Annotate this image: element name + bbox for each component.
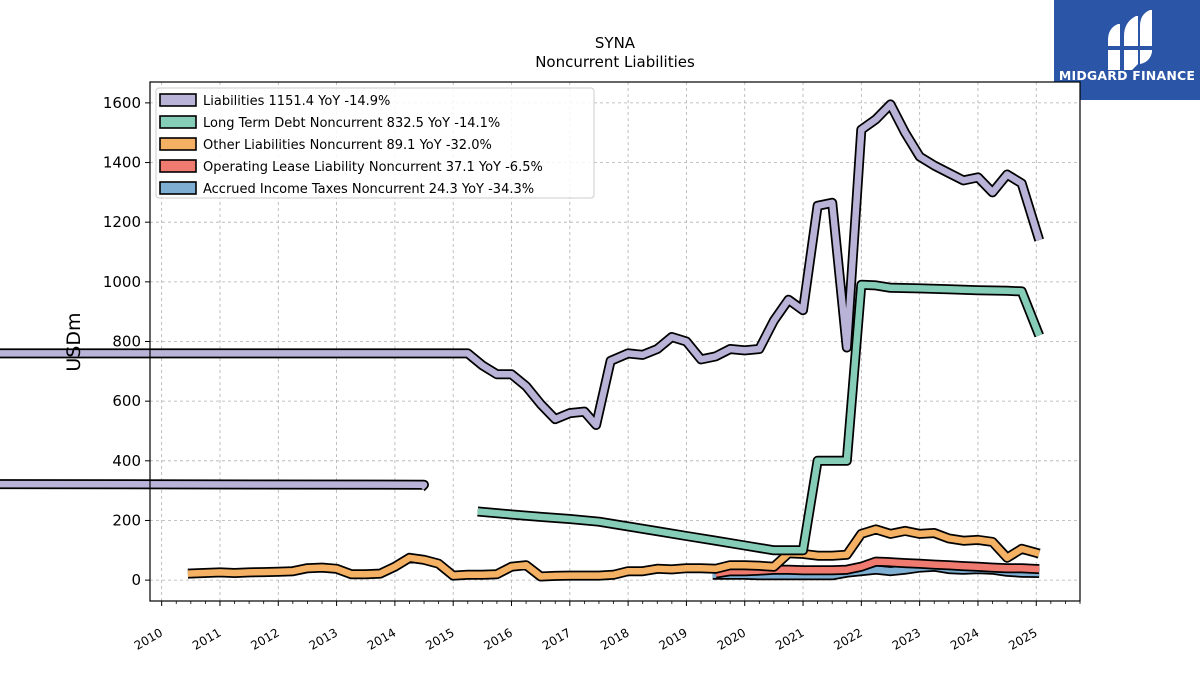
x-tick-label: 2019 — [656, 625, 689, 652]
x-tick-label: 2018 — [598, 625, 631, 652]
legend-box — [155, 87, 595, 199]
x-tick-label: 2012 — [248, 625, 281, 652]
x-tick-label: 2024 — [948, 625, 981, 652]
x-tick-label: 2014 — [365, 625, 398, 652]
legend-label: Other Liabilities Noncurrent 89.1 YoY -3… — [203, 138, 492, 153]
y-tick-label: 1200 — [103, 213, 141, 231]
y-tick-label: 200 — [112, 511, 141, 529]
legend-item: Long Term Debt Noncurrent 832.5 YoY -14.… — [159, 115, 500, 131]
legend-swatch — [159, 137, 197, 151]
series-line — [187, 526, 1041, 580]
series-layer — [0, 99, 1044, 582]
legend-items: Liabilities 1151.4 YoY -14.9% Long Term D… — [159, 93, 543, 197]
y-axis: 0 200 400 600 800 1000 1200 1400 1600 — [103, 94, 150, 589]
legend-label: Operating Lease Liability Noncurrent 37.… — [203, 160, 543, 175]
y-tick-label: 400 — [112, 452, 141, 470]
x-tick-label: 2013 — [307, 625, 340, 652]
legend-item: Liabilities 1151.4 YoY -14.9% — [159, 93, 390, 109]
legend-swatch — [159, 181, 197, 195]
series-2 — [477, 279, 1044, 556]
legend-item: Accrued Income Taxes Noncurrent 24.3 YoY… — [159, 181, 534, 197]
legend: Liabilities 1151.4 YoY -14.9% Long Term D… — [155, 87, 595, 199]
legend-label: Liabilities 1151.4 YoY -14.9% — [203, 94, 390, 109]
x-tick-label: 2010 — [132, 625, 165, 652]
chart-subtitle: Noncurrent Liabilities — [535, 53, 695, 71]
legend-label: Accrued Income Taxes Noncurrent 24.3 YoY… — [203, 182, 534, 197]
series-line — [0, 101, 1043, 490]
legend-label: Long Term Debt Noncurrent 832.5 YoY -14.… — [203, 116, 500, 131]
series-1 — [0, 99, 1044, 492]
x-tick-label: 2025 — [1006, 625, 1039, 652]
x-tick-label: 2021 — [773, 625, 806, 652]
y-tick-label: 800 — [112, 333, 141, 351]
legend-item: Operating Lease Liability Noncurrent 37.… — [159, 159, 543, 175]
y-tick-label: 0 — [131, 571, 141, 589]
series-line — [477, 281, 1043, 554]
y-axis-label: USDm — [63, 312, 85, 371]
x-tick-label: 2023 — [890, 625, 923, 652]
legend-swatch — [159, 93, 197, 107]
y-tick-label: 1600 — [103, 94, 141, 112]
x-tick-label: 2011 — [190, 625, 223, 652]
y-tick-label: 600 — [112, 392, 141, 410]
brand-logo-mark-icon — [1104, 10, 1156, 70]
x-tick-label: 2016 — [482, 625, 515, 652]
chart-title: SYNA — [595, 34, 636, 52]
x-tick-label: 2017 — [540, 625, 573, 652]
legend-swatch — [159, 159, 197, 173]
brand-logo-text: MIDGARD FINANCE — [1059, 68, 1195, 83]
x-tick-label: 2015 — [423, 625, 456, 652]
series-3 — [187, 524, 1041, 582]
x-tick-label: 2020 — [715, 625, 748, 652]
x-axis: 2010 2011 2012 2013 2014 2015 2016 2017 2018 2019… — [132, 601, 1081, 653]
legend-item: Other Liabilities Noncurrent 89.1 YoY -3… — [159, 137, 492, 153]
y-tick-label: 1400 — [103, 154, 141, 172]
legend-swatch — [159, 115, 197, 129]
y-tick-label: 1000 — [103, 273, 141, 291]
x-tick-label: 2022 — [831, 625, 864, 652]
